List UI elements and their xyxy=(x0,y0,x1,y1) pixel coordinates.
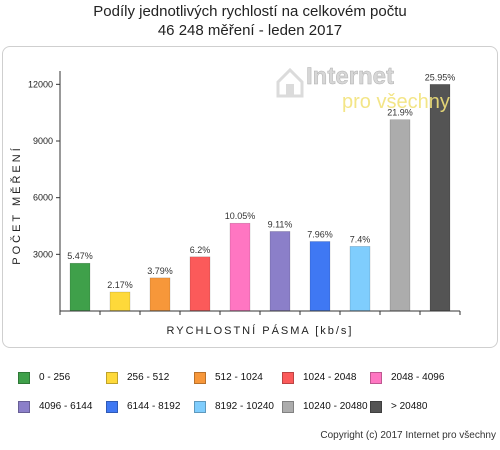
legend-swatch xyxy=(18,401,30,413)
y-tick-label: 12000 xyxy=(28,79,53,89)
legend-label: 256 - 512 xyxy=(127,372,170,383)
legend-swatch xyxy=(282,372,294,384)
x-axis-title: RYCHLOSTNÍ PÁSMA [kb/s] xyxy=(166,324,353,337)
chart-title-line-1: Podíly jednotlivých rychlostí na celkové… xyxy=(93,3,407,20)
legend-label: > 20480 xyxy=(391,401,428,412)
legend-swatch xyxy=(370,401,382,413)
bar-label-1: 5.47% xyxy=(67,251,93,261)
bar-3 xyxy=(149,277,171,312)
legend-label: 512 - 1024 xyxy=(215,372,263,383)
bar-label-9: 21.9% xyxy=(387,108,413,118)
bar-label-4: 6.2% xyxy=(190,245,211,255)
copyright-notice: Copyright (c) 2017 Internet pro všechny xyxy=(320,430,496,441)
legend-swatch xyxy=(370,372,382,384)
legend-label: 0 - 256 xyxy=(39,372,71,383)
chart-frame xyxy=(2,46,498,348)
house-icon xyxy=(276,67,304,98)
chart-title-line-2: 46 248 měření - leden 2017 xyxy=(157,22,343,39)
chart-legend: 0 - 256 256 - 512 512 - 1024 1024 - 2048 204… xyxy=(0,350,500,430)
bar-label-10: 25.95% xyxy=(425,72,456,82)
legend-label: 6144 - 8192 xyxy=(127,401,181,412)
bar-8 xyxy=(349,246,371,312)
legend-label: 2048 - 4096 xyxy=(391,372,445,383)
legend-swatch xyxy=(106,372,118,384)
bar-label-2: 2.17% xyxy=(107,280,133,290)
y-axis-title: POČET MĚŘENÍ xyxy=(10,145,23,265)
legend-label: 4096 - 6144 xyxy=(39,401,93,412)
legend-swatch xyxy=(282,401,294,413)
bar-label-7: 7.96% xyxy=(307,229,333,239)
legend-label: 8192 - 10240 xyxy=(215,401,274,412)
bar-5 xyxy=(229,222,251,312)
chart-title: Podíly jednotlivých rychlostí na celkové… xyxy=(0,2,500,40)
bar-label-3: 3.79% xyxy=(147,266,173,276)
bar-label-8: 7.4% xyxy=(350,234,371,244)
bar-4 xyxy=(189,256,211,312)
legend-label: 10240 - 20480 xyxy=(303,401,368,412)
legend-swatch xyxy=(106,401,118,413)
bar-1 xyxy=(69,262,91,312)
bar-7 xyxy=(309,241,331,312)
legend-label: 1024 - 2048 xyxy=(303,372,357,383)
bar-9 xyxy=(389,119,411,312)
bar-label-5: 10.05% xyxy=(225,211,256,221)
y-tick-label: 9000 xyxy=(33,136,53,146)
legend-swatch xyxy=(18,372,30,384)
svg-text:pro všechny: pro všechny xyxy=(342,91,450,113)
watermark-logo: Internet pro všechny xyxy=(272,60,492,120)
y-tick-label: 6000 xyxy=(33,193,53,203)
y-tick-label: 3000 xyxy=(33,249,53,259)
bar-label-6: 9.11% xyxy=(268,219,293,229)
legend-swatch xyxy=(194,401,206,413)
bar-2 xyxy=(109,291,131,312)
svg-text:Internet: Internet xyxy=(306,63,394,90)
bar-6 xyxy=(269,231,291,312)
legend-swatch xyxy=(194,372,206,384)
